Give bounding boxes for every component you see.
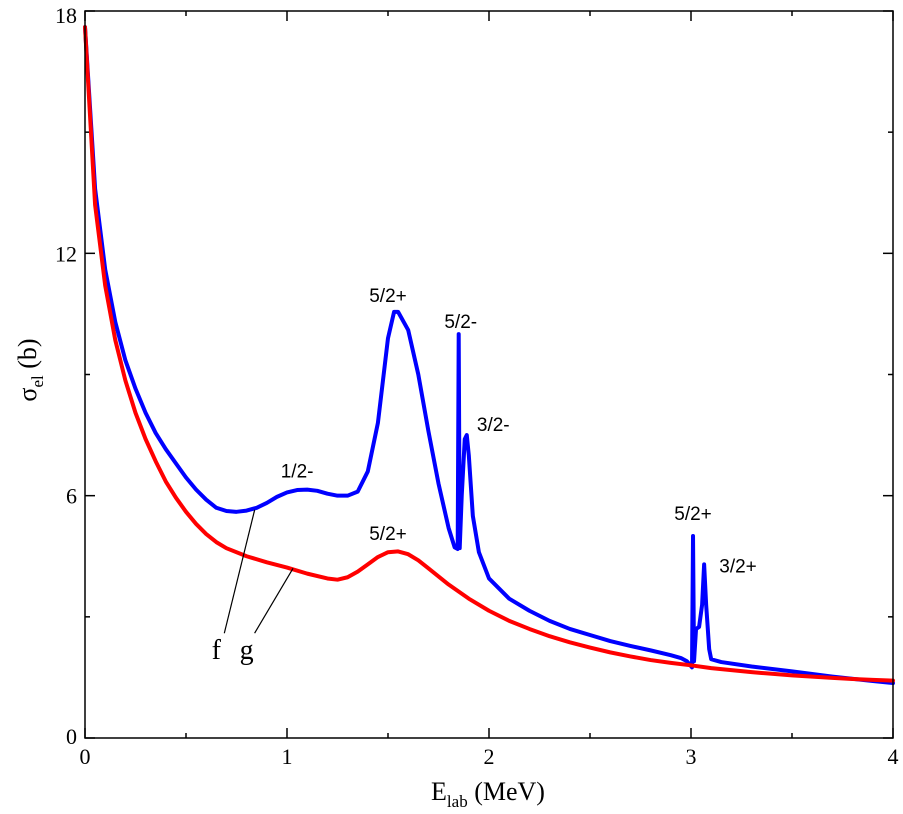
major-ticks [84, 10, 894, 739]
curve-leader-g [254, 568, 294, 634]
series-line-g [83, 25, 895, 683]
x-axis-title-sub: lab [447, 792, 468, 811]
resonance-label: 3/2+ [719, 556, 757, 577]
x-tick-label: 1 [282, 744, 293, 769]
curve-label-f: f [212, 635, 222, 666]
x-tick-label: 0 [80, 744, 91, 769]
series-layer [83, 25, 895, 686]
y-axis-title-unit: (b) [13, 338, 42, 375]
resonance-label: 5/2+ [369, 286, 407, 307]
y-tick-label: 18 [55, 3, 77, 28]
y-tick-label: 12 [55, 241, 77, 266]
x-tick-label: 4 [888, 744, 899, 769]
series-line-f [83, 25, 895, 686]
resonance-label: 5/2- [444, 312, 477, 333]
minor-ticks [85, 11, 893, 738]
curve-label-g: g [240, 635, 254, 666]
x-axis-title: Elab (MeV) [431, 777, 545, 811]
y-axis-title-sub: el [28, 375, 47, 388]
x-axis-title-main: E [431, 777, 447, 806]
y-axis-title: σel (b) [13, 338, 47, 401]
annotation-layer: 1/2- 5/2+ 5/2- 3/2- 5/2+ 5/2+ 3/2+ [281, 286, 757, 578]
curve-leader-f [223, 509, 256, 634]
x-tick-label: 2 [484, 744, 495, 769]
resonance-label: 5/2+ [369, 524, 407, 545]
plot-frame [84, 10, 894, 739]
y-axis-title-main: σ [13, 388, 42, 402]
resonance-label: 1/2- [281, 461, 314, 482]
x-axis-title-unit: (MeV) [468, 777, 545, 806]
y-tick-label: 0 [66, 724, 77, 749]
resonance-label: 3/2- [477, 415, 510, 436]
y-tick-label: 6 [66, 484, 77, 509]
x-tick-label: 3 [686, 744, 697, 769]
resonance-label: 5/2+ [674, 504, 712, 525]
